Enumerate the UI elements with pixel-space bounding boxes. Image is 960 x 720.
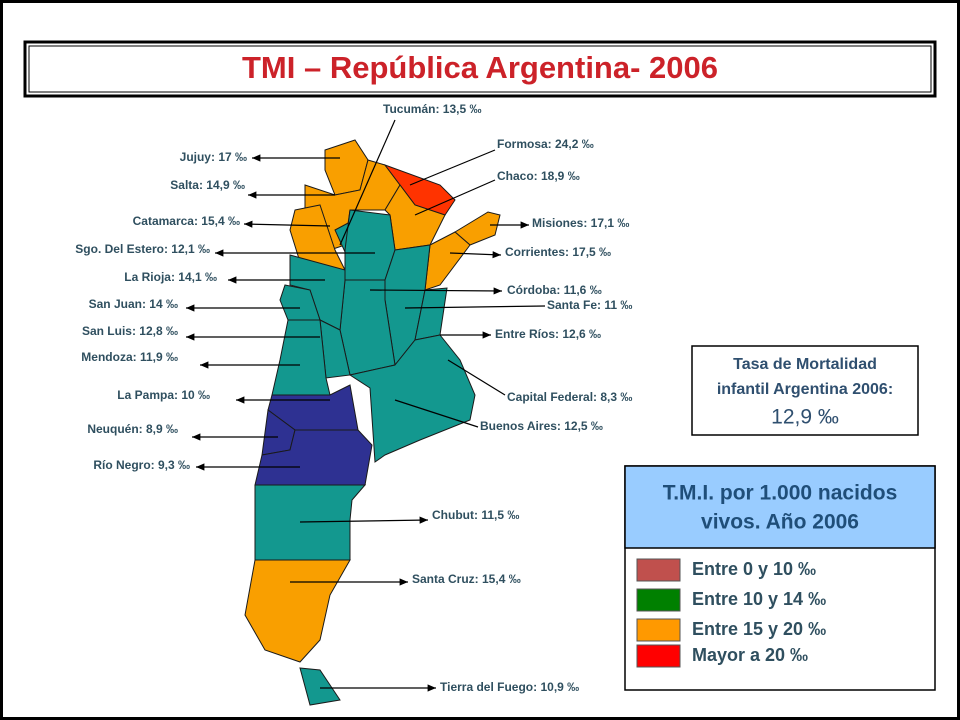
buenos-aires: [348, 334, 476, 463]
province-label: Misiones: 17,1 ‰: [532, 216, 629, 230]
legend-items: Entre 0 y 10 ‰ Entre 10 y 14 ‰ Entre 15 y …: [636, 558, 826, 668]
leader-line: [409, 149, 496, 186]
province-label: Santa Fe: 11 ‰: [547, 298, 632, 312]
province-label: Catamarca: 15,4 ‰: [133, 214, 240, 228]
province-label: Corrientes: 17,5 ‰: [505, 245, 611, 259]
province-label: San Luis: 12,8 ‰: [82, 324, 178, 338]
leader-line: [449, 251, 502, 259]
santa-cruz: [244, 559, 351, 663]
legend-header: [624, 465, 936, 549]
province-label: La Rioja: 14,1 ‰: [124, 270, 217, 284]
legend-label: Entre 0 y 10 ‰: [692, 559, 816, 579]
info-box: [691, 345, 919, 436]
leader-line: [339, 119, 396, 246]
province-label: Salta: 14,9 ‰: [170, 178, 245, 192]
province-label: Tierra del Fuego: 10,9 ‰: [440, 680, 579, 694]
province-label: Neuquén: 8,9 ‰: [87, 422, 178, 436]
legend-label: Entre 10 y 14 ‰: [692, 589, 826, 609]
province-label: Chubut: 11,5 ‰: [432, 508, 519, 522]
legend-title: T.M.I. por 1.000 nacidos: [663, 482, 898, 505]
province-label: Buenos Aires: 12,5 ‰: [480, 419, 603, 433]
leader-line: [414, 179, 496, 216]
province-label: Santa Cruz: 15,4 ‰: [412, 572, 521, 586]
info-value: 12,9 ‰: [771, 406, 839, 429]
legend-swatch: [636, 618, 681, 642]
legend-swatch: [636, 644, 681, 668]
legend-title: vivos. Año 2006: [701, 511, 859, 534]
info-line: infantil Argentina 2006:: [717, 381, 893, 398]
province-label: Chaco: 18,9 ‰: [497, 169, 580, 183]
province-label: Sgo. Del Estero: 12,1 ‰: [75, 242, 210, 256]
province-label: Mendoza: 11,9 ‰: [81, 350, 178, 364]
leader-line: [447, 359, 506, 396]
leader-line: [394, 399, 479, 428]
legend-swatch: [636, 558, 681, 582]
title: TMI – República Argentina- 2006: [242, 50, 718, 85]
legend-swatch: [636, 588, 681, 612]
leader-line: [369, 287, 503, 295]
map: [244, 139, 501, 706]
province-label: Formosa: 24,2 ‰: [497, 137, 594, 151]
province-label: Río Negro: 9,3 ‰: [93, 458, 190, 472]
title-box-inner: [28, 45, 932, 93]
province-label: Capital Federal: 8,3 ‰: [507, 390, 632, 404]
province-label: San Juan: 14 ‰: [89, 297, 178, 311]
info-line: Tasa de Mortalidad: [733, 356, 877, 373]
province-label: La Pampa: 10 ‰: [117, 388, 210, 402]
legend-label: Entre 15 y 20 ‰: [692, 619, 826, 639]
labels: Tucumán: 13,5 ‰ Jujuy: 17 ‰ Salta: 14,9 ‰ C…: [75, 102, 632, 694]
tierra-del-fuego: [299, 667, 341, 706]
title-box: [23, 40, 937, 98]
province-label: Jujuy: 17 ‰: [180, 150, 247, 164]
chubut: [254, 484, 367, 561]
province-label: Córdoba: 11,6 ‰: [507, 283, 602, 297]
leader-line: [243, 220, 331, 228]
province-label: Entre Ríos: 12,6 ‰: [495, 327, 601, 341]
province-label: Tucumán: 13,5 ‰: [383, 102, 481, 116]
santiago: [344, 209, 396, 281]
leader-line: [404, 305, 546, 309]
legend-label: Mayor a 20 ‰: [692, 645, 808, 665]
leader-line: [299, 516, 429, 524]
